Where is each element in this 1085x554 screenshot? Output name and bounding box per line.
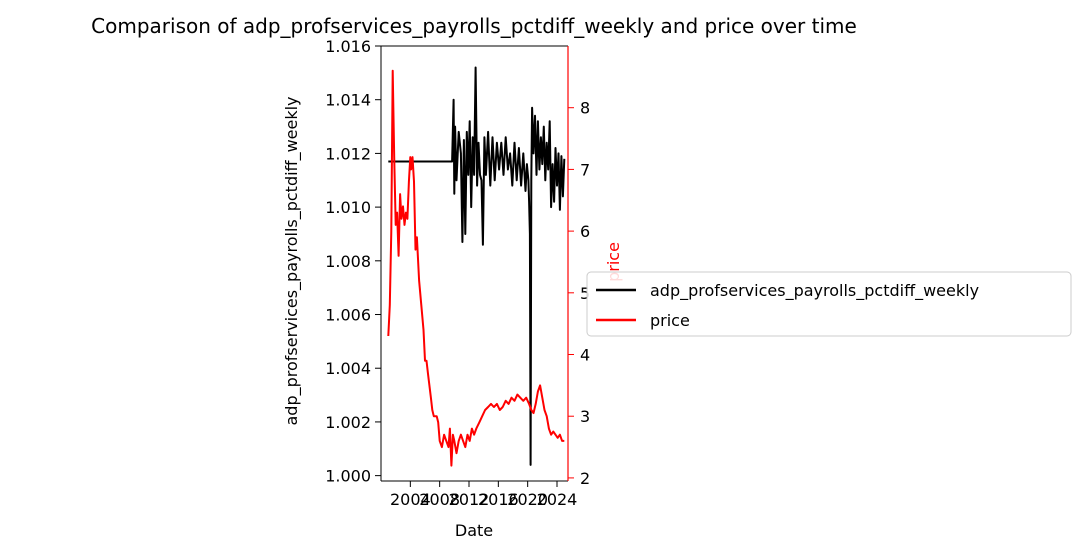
y-left-tick-label: 1.012	[325, 144, 371, 163]
x-tick-label: 2024	[537, 490, 578, 509]
y-right-tick-label: 7	[580, 160, 590, 179]
series-line-price	[387, 69, 565, 467]
y-left-tick-label: 1.000	[325, 467, 371, 486]
x-axis-label: Date	[455, 521, 493, 540]
y-right-tick-label: 8	[580, 99, 590, 118]
y-right-tick-label: 2	[580, 469, 590, 488]
series-line-adp	[388, 66, 566, 466]
plot-area	[387, 66, 566, 467]
x-tick-label: 2016	[478, 490, 519, 509]
y-right-tick-label: 4	[580, 346, 590, 365]
chart-title: Comparison of adp_profservices_payrolls_…	[91, 14, 857, 38]
y-left-tick-label: 1.008	[325, 252, 371, 271]
y-left-tick-label: 1.014	[325, 91, 371, 110]
y-left-tick-label: 1.002	[325, 413, 371, 432]
y-right-tick-label: 3	[580, 407, 590, 426]
legend-label-price: price	[650, 311, 690, 330]
y-left-tick-label: 1.006	[325, 306, 371, 325]
y-left-axis: 1.000 1.002 1.004 1.006 1.008 1.010 1.012 1.014…	[325, 37, 382, 486]
y-left-tick-label: 1.004	[325, 359, 371, 378]
y-left-tick-label: 1.016	[325, 37, 371, 56]
x-tick-label: 2008	[419, 490, 460, 509]
y-left-axis-label: adp_profservices_payrolls_pctdiff_weekly	[282, 96, 302, 425]
legend-label-adp: adp_profservices_payrolls_pctdiff_weekly	[650, 281, 979, 301]
x-tick-label: 2020	[507, 490, 548, 509]
x-tick-label: 2004	[390, 490, 431, 509]
x-tick-label: 2012	[449, 490, 490, 509]
y-right-tick-label: 5	[580, 284, 590, 303]
y-left-tick-label: 1.010	[325, 198, 371, 217]
y-right-axis: 2 3 4 5 6 7 8	[567, 46, 590, 488]
legend-box	[586, 271, 1072, 337]
legend: adp_profservices_payrolls_pctdiff_weekly…	[586, 271, 1072, 337]
y-right-tick-label: 6	[580, 222, 590, 241]
